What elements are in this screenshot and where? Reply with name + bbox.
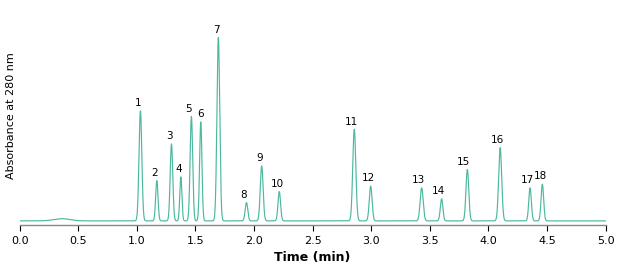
Text: 3: 3 [166,131,172,141]
Text: 17: 17 [521,175,534,185]
Text: 13: 13 [412,175,425,185]
X-axis label: Time (min): Time (min) [275,251,351,264]
Text: 7: 7 [213,25,219,35]
Text: 1: 1 [135,98,141,108]
Text: 16: 16 [491,135,505,145]
Text: 12: 12 [361,173,375,183]
Text: 14: 14 [432,186,445,196]
Text: 15: 15 [457,157,471,167]
Text: 2: 2 [151,168,158,178]
Text: 6: 6 [197,109,204,119]
Text: 18: 18 [534,171,547,181]
Y-axis label: Absorbance at 280 nm: Absorbance at 280 nm [6,52,16,179]
Text: 5: 5 [185,104,192,114]
Text: 4: 4 [175,164,182,174]
Text: 11: 11 [345,117,358,127]
Text: 8: 8 [240,190,247,200]
Text: 9: 9 [256,153,263,163]
Text: 10: 10 [271,179,284,189]
